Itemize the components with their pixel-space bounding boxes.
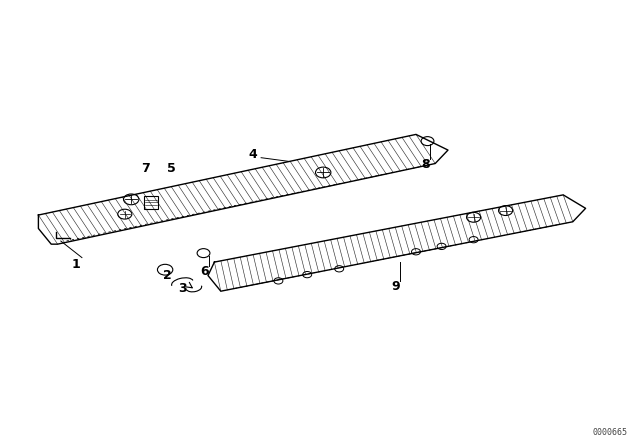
Text: 0000665: 0000665	[592, 428, 627, 437]
Text: 3: 3	[178, 282, 187, 296]
Text: 4: 4	[248, 148, 257, 161]
Text: 7: 7	[141, 162, 150, 176]
Text: 1: 1	[71, 258, 80, 271]
Text: 5: 5	[167, 162, 176, 176]
Text: 9: 9	[391, 280, 400, 293]
Text: 8: 8	[421, 158, 430, 171]
Bar	[144, 196, 158, 209]
Text: 2: 2	[163, 269, 172, 282]
Text: 6: 6	[200, 264, 209, 278]
